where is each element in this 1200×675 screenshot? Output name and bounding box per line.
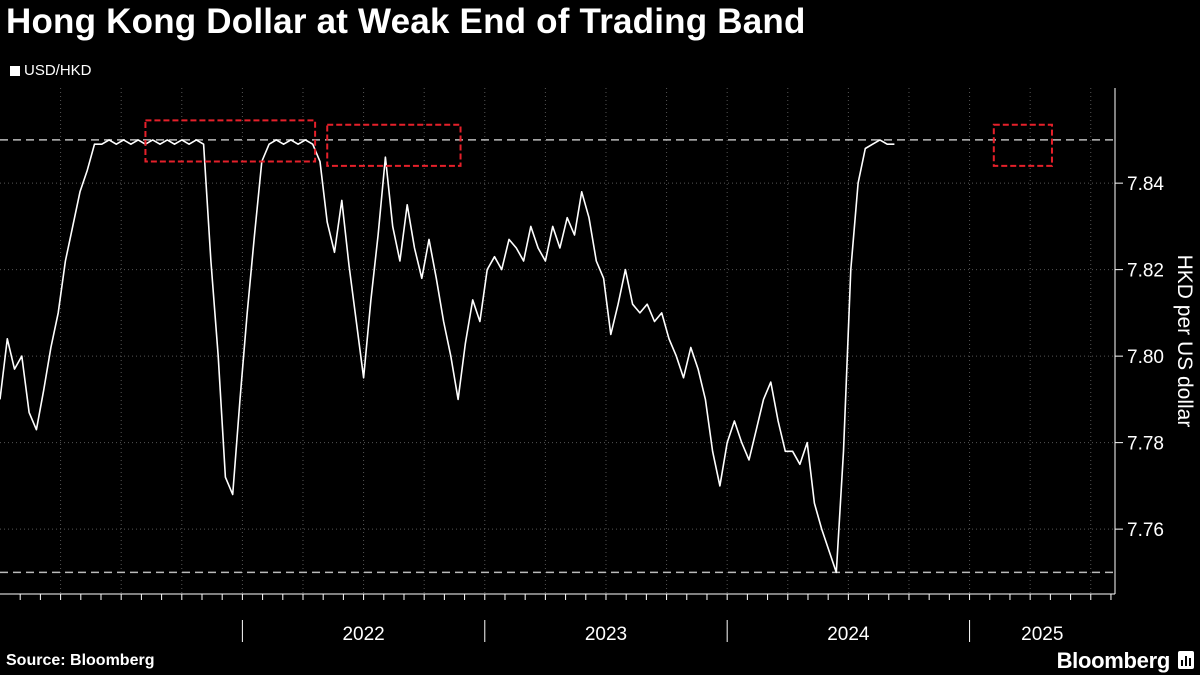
x-tick-label: 2025: [1021, 624, 1063, 645]
y-tick-label: 7.82: [1127, 261, 1164, 282]
bloomberg-icon: [1178, 651, 1194, 669]
x-tick-label: 2024: [827, 624, 870, 645]
highlight-box: [144, 119, 317, 163]
y-tick-label: 7.76: [1127, 520, 1164, 541]
y-axis-title: HKD per US dollar: [1173, 255, 1196, 428]
legend: USD/HKD: [10, 62, 92, 79]
y-tick-label: 7.80: [1127, 347, 1164, 368]
series-line-usd-hkd: [0, 139, 895, 574]
chart-title: Hong Kong Dollar at Weak End of Trading …: [6, 2, 806, 41]
brand-logo-text: Bloomberg: [1056, 648, 1171, 673]
x-tick-label: 2022: [342, 624, 384, 645]
source-note: Source: Bloomberg: [6, 652, 155, 669]
legend-swatch: [10, 65, 20, 76]
legend-label: USD/HKD: [24, 62, 92, 79]
y-tick-label: 7.78: [1127, 434, 1164, 455]
highlight-box: [992, 123, 1053, 167]
x-tick-label: 2023: [585, 624, 627, 645]
highlight-box: [326, 123, 462, 167]
y-tick-label: 7.84: [1127, 174, 1164, 195]
